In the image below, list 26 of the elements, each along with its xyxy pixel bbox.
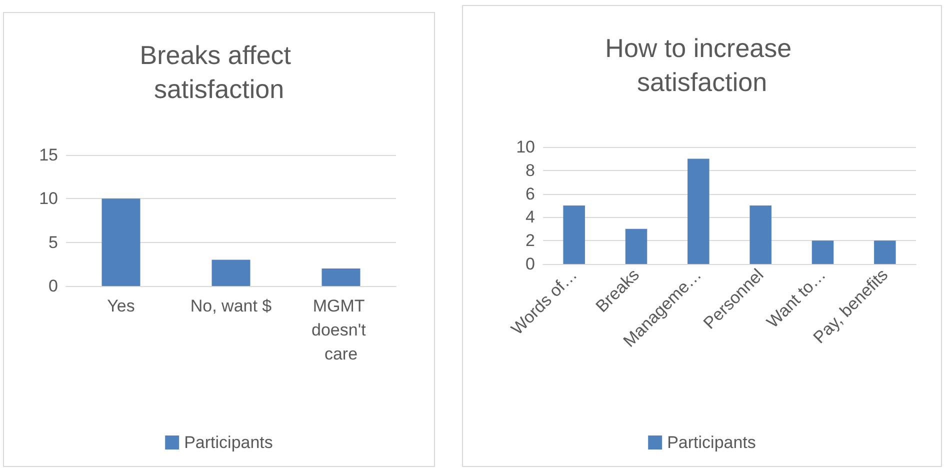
chart-title: Breaks affect satisfaction <box>140 40 298 104</box>
chart-title: How to increase satisfaction <box>605 33 799 97</box>
x-tick-label: MGMT doesn't care <box>311 296 371 364</box>
bar <box>322 268 360 286</box>
y-tick-label: 10 <box>516 138 535 156</box>
y-tick-label: 10 <box>39 189 58 208</box>
legend-label: Participants <box>667 433 756 452</box>
x-tick-label: Yes <box>107 296 135 316</box>
bar <box>812 240 834 264</box>
y-tick-label: 0 <box>526 254 535 274</box>
legend-label: Participants <box>184 433 273 452</box>
y-tick-label: 5 <box>48 232 58 252</box>
bar <box>750 206 772 264</box>
x-tick-label: No, want $ <box>190 296 272 316</box>
y-tick-label: 0 <box>48 276 58 296</box>
bar <box>212 260 250 286</box>
bar <box>563 206 585 264</box>
bar <box>688 158 710 264</box>
bar <box>874 240 896 264</box>
y-tick-label: 4 <box>526 208 535 227</box>
y-tick-label: 2 <box>526 231 535 250</box>
y-tick-label: 15 <box>39 146 58 164</box>
y-tick-label: 8 <box>526 160 535 180</box>
y-tick-label: 6 <box>526 184 535 204</box>
bar <box>102 198 140 286</box>
bar <box>625 228 648 264</box>
